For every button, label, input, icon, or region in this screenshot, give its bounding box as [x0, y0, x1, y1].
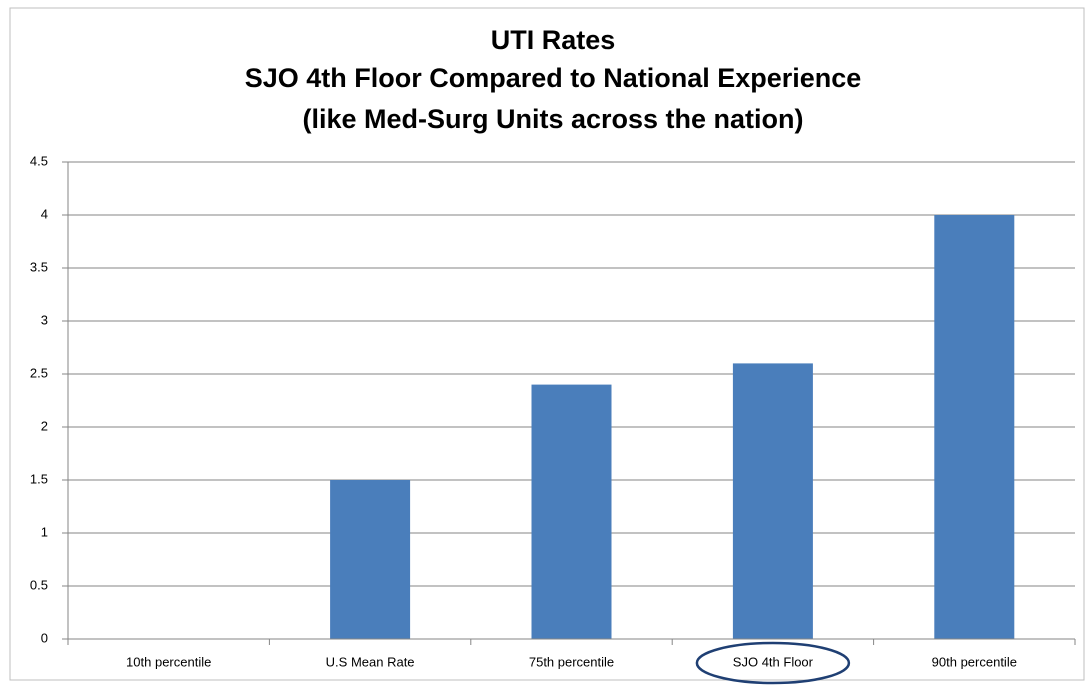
bar — [330, 480, 411, 639]
x-tick-label: 75th percentile — [529, 654, 614, 669]
chart-title: SJO 4th Floor Compared to National Exper… — [245, 63, 862, 93]
y-tick-label: 4 — [41, 206, 48, 221]
highlight-circle — [695, 641, 851, 685]
y-tick-label: 3 — [41, 312, 48, 327]
y-tick-label: 0.5 — [30, 577, 48, 592]
y-tick-label: 1.5 — [30, 471, 48, 486]
y-tick-label: 3.5 — [30, 259, 48, 274]
x-tick-label: 10th percentile — [126, 654, 211, 669]
x-tick-label: 90th percentile — [932, 654, 1017, 669]
bar — [732, 363, 813, 639]
x-tick-label: SJO 4th Floor — [733, 654, 814, 669]
chart-title: (like Med-Surg Units across the nation) — [302, 104, 803, 134]
chart-title: UTI Rates — [491, 25, 616, 55]
y-tick-label: 1 — [41, 524, 48, 539]
bar — [531, 384, 612, 639]
bar — [934, 215, 1015, 639]
x-tick-label: U.S Mean Rate — [326, 654, 415, 669]
y-tick-label: 0 — [41, 630, 48, 645]
y-tick-label: 2 — [41, 418, 48, 433]
y-tick-label: 2.5 — [30, 365, 48, 380]
y-tick-label: 4.5 — [30, 153, 48, 168]
